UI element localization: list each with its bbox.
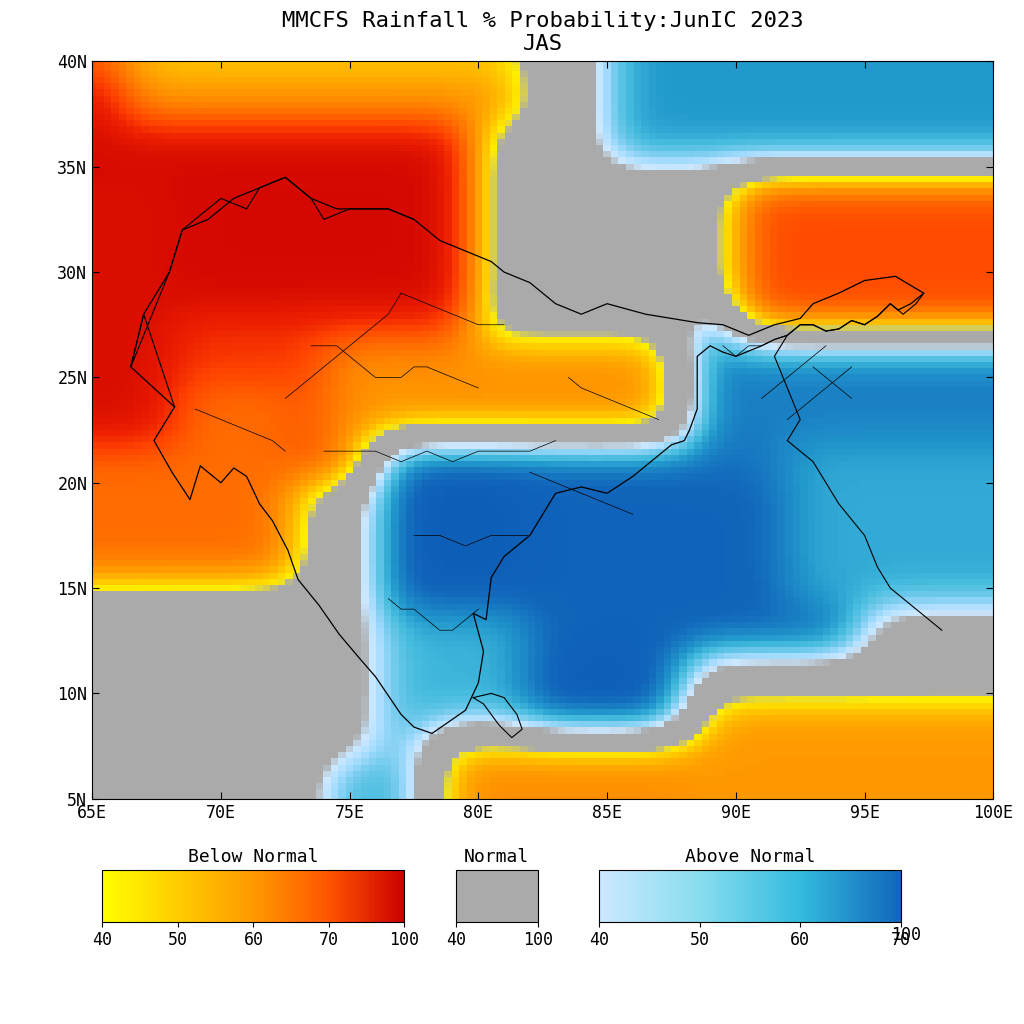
Title: Above Normal: Above Normal bbox=[685, 848, 815, 866]
Title: Normal: Normal bbox=[464, 848, 529, 866]
Title: Below Normal: Below Normal bbox=[188, 848, 318, 866]
Title: MMCFS Rainfall % Probability:JunIC 2023
JAS: MMCFS Rainfall % Probability:JunIC 2023 … bbox=[282, 11, 804, 54]
Text: 100: 100 bbox=[891, 926, 922, 944]
